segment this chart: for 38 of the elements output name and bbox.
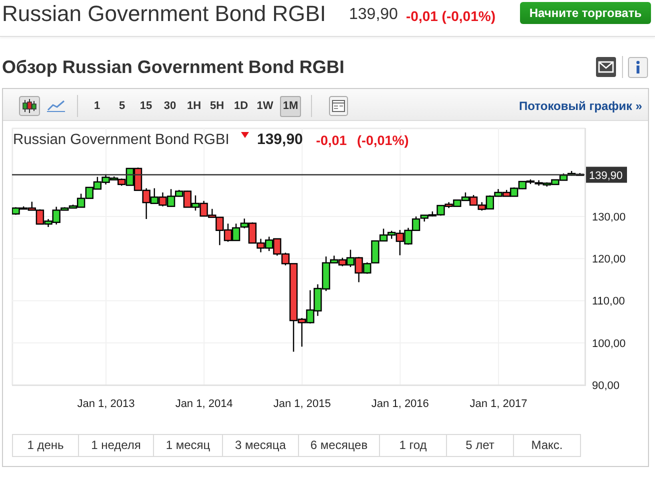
annotation: -0,01 [316, 132, 347, 150]
text: 1 неделя [78, 434, 154, 457]
text: 6 месяцев [298, 434, 380, 457]
text: 3 месяца [222, 434, 299, 457]
text: 1M [280, 96, 301, 117]
text: -0,01 (-0,01%) [406, 7, 496, 26]
y-tick-label: 110,00 [592, 296, 625, 308]
annotation: (-0,01%) [357, 132, 409, 150]
text: 5H [208, 99, 226, 114]
text: 1H [186, 99, 202, 114]
x-tick-label: Jan 1, 2014 [175, 398, 233, 410]
text: Макс. [513, 434, 581, 457]
text: 1W [256, 99, 274, 114]
y-tick-label: 100,00 [592, 338, 626, 350]
x-tick-label: Jan 1, 2017 [470, 398, 528, 410]
chart-title: Russian Government Bond RGBI [2, 0, 326, 28]
text: 1 день [12, 434, 79, 457]
text: 5 [118, 99, 126, 114]
y-tick-label: 130,00 [592, 211, 626, 224]
annotation: Russian Government Bond RGBI [13, 131, 230, 149]
y-tick-label: 90,00 [592, 380, 620, 392]
text: 1 месяц [153, 434, 223, 457]
text: 5 лет [446, 434, 514, 457]
text: 30 [162, 99, 178, 114]
y-tick-label: 120,00 [592, 254, 626, 266]
ref-line-label: 139,90 [589, 170, 623, 182]
annotation: 139,90 [257, 131, 303, 149]
x-tick-label: Jan 1, 2015 [273, 398, 331, 410]
text: 1 год [379, 434, 447, 457]
text: 139,90 [349, 5, 398, 25]
text: 1D [232, 99, 250, 114]
text: 15 [138, 99, 154, 114]
text: 1 [92, 99, 102, 114]
text: Начните торговать [520, 2, 651, 24]
chart-subtitle: Обзор Russian Government Bond RGBI [2, 56, 344, 78]
text: Потоковый график » [519, 98, 642, 115]
x-tick-label: Jan 1, 2013 [77, 398, 135, 410]
x-tick-label: Jan 1, 2016 [371, 398, 429, 410]
